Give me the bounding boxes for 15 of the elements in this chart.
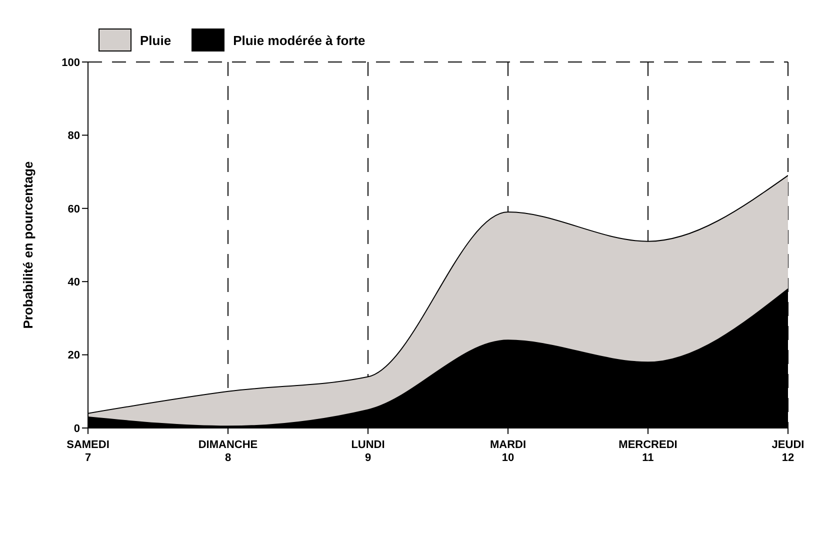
- x-tick-label: DIMANCHE 8: [198, 439, 258, 464]
- y-tick-label: 0: [74, 422, 80, 435]
- x-tick-label: SAMEDI 7: [66, 439, 110, 464]
- x-tick-label: MERCREDI 11: [618, 439, 678, 464]
- y-tick-label: 80: [68, 130, 80, 142]
- legend-label: Pluie: [140, 32, 172, 48]
- legend-label: Pluie modérée à forte: [233, 32, 366, 48]
- y-tick-label: 60: [68, 203, 80, 216]
- y-tick-label: 20: [68, 350, 80, 362]
- x-tick-label: LUNDI 9: [351, 439, 385, 464]
- y-axis-title: Probabilité en pourcentage: [20, 161, 36, 329]
- y-tick-label: 40: [68, 276, 80, 289]
- x-tick-label: MARDI 10: [490, 439, 526, 464]
- y-tick-label: 100: [62, 56, 80, 69]
- x-tick-label: JEUDI 12: [772, 439, 804, 464]
